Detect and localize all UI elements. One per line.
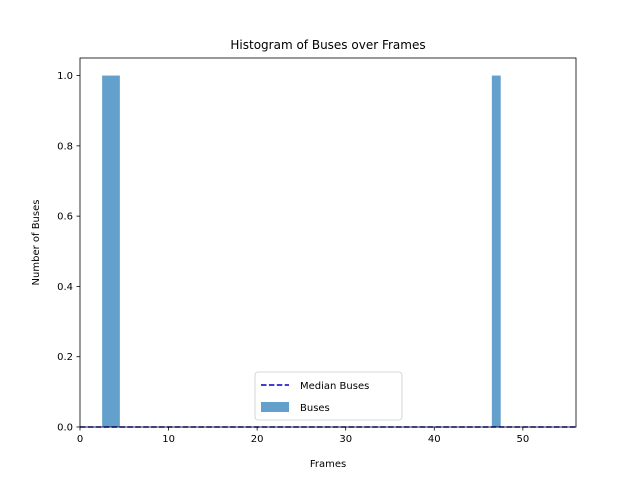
x-tick-label: 0 (77, 434, 83, 445)
bar-0-0 (102, 75, 111, 428)
y-tick-label: 0.0 (57, 423, 73, 434)
x-axis-label: Frames (310, 459, 346, 470)
x-tick-label: 50 (516, 434, 529, 445)
legend-buses-label: Buses (300, 403, 330, 414)
x-tick-label: 30 (339, 434, 352, 445)
legend: Median Buses Buses (254, 371, 403, 421)
legend-box (254, 371, 403, 421)
y-tick-label: 1.0 (57, 71, 73, 82)
x-tick-label: 10 (162, 434, 175, 445)
bar-0-2 (491, 75, 501, 428)
plot-frame (79, 57, 577, 428)
y-tick-label: 0.2 (57, 352, 73, 363)
y-tick-label: 0.4 (57, 282, 73, 293)
x-tick-label: 20 (251, 434, 264, 445)
bar-0-1 (111, 75, 120, 428)
legend-median-label: Median Buses (300, 381, 369, 392)
chart-title: Histogram of Buses over Frames (230, 38, 425, 52)
y-tick-label: 0.8 (57, 141, 73, 152)
x-tick-label: 40 (428, 434, 441, 445)
y-axis-ticks: 0.0 0.2 0.4 0.6 0.8 1.0 (57, 71, 80, 434)
legend-buses-swatch (261, 402, 289, 412)
y-tick-label: 0.6 (57, 212, 73, 223)
x-axis-ticks: 0 10 20 30 40 50 (77, 427, 529, 445)
bars-group (102, 75, 501, 428)
y-axis-label: Number of Buses (31, 200, 42, 286)
